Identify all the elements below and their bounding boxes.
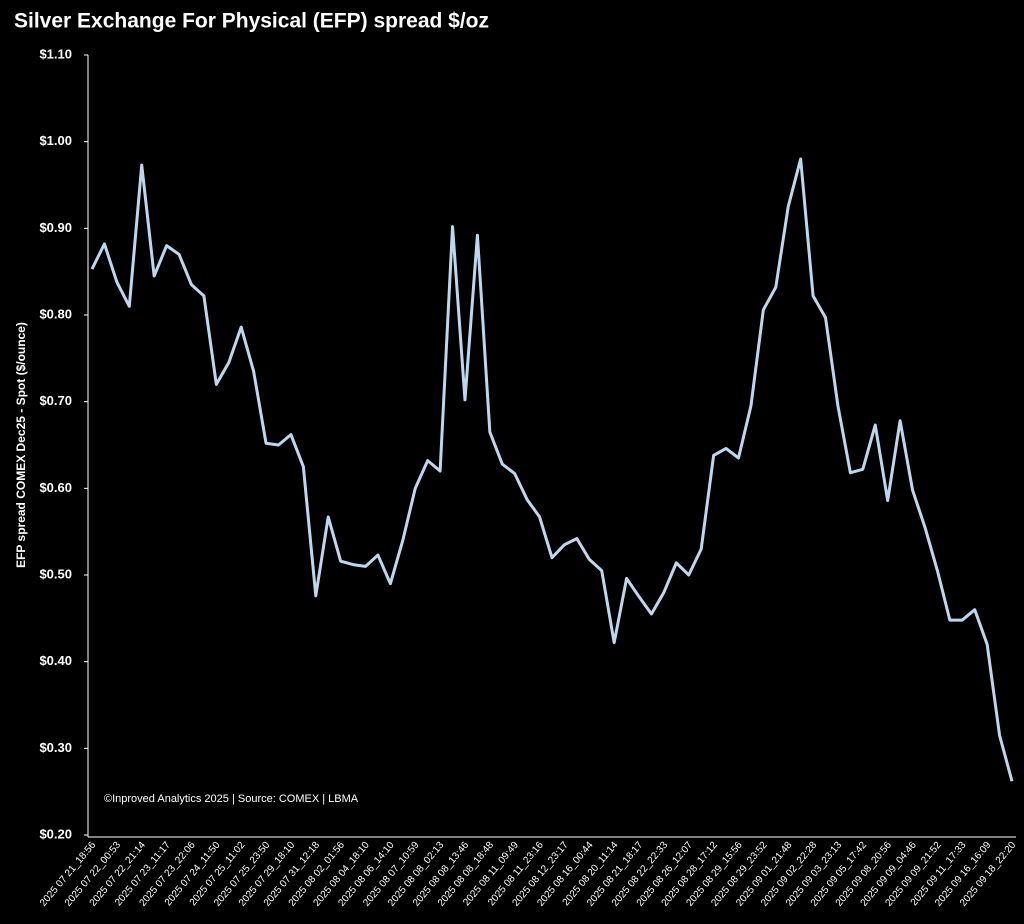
y-axis-label: EFP spread COMEX Dec25 - Spot ($/ounce) <box>14 322 28 568</box>
chart-title: Silver Exchange For Physical (EFP) sprea… <box>14 10 489 33</box>
y-tick-label: $0.50 <box>39 566 72 581</box>
y-tick-label: $0.70 <box>39 393 72 408</box>
y-tick-label: $0.60 <box>39 480 72 495</box>
y-tick-label: $0.40 <box>39 653 72 668</box>
y-tick-label: $1.00 <box>39 133 72 148</box>
y-tick-label: $0.80 <box>39 306 72 321</box>
y-tick-label: $1.10 <box>39 46 72 61</box>
line <box>90 157 1014 782</box>
y-tick-label: $0.30 <box>39 740 72 755</box>
y-tick-label: $0.20 <box>39 826 72 841</box>
y-tick-label: $0.90 <box>39 220 72 235</box>
annotation: ©Inproved Analytics 2025 | Source: COMEX… <box>104 793 359 805</box>
